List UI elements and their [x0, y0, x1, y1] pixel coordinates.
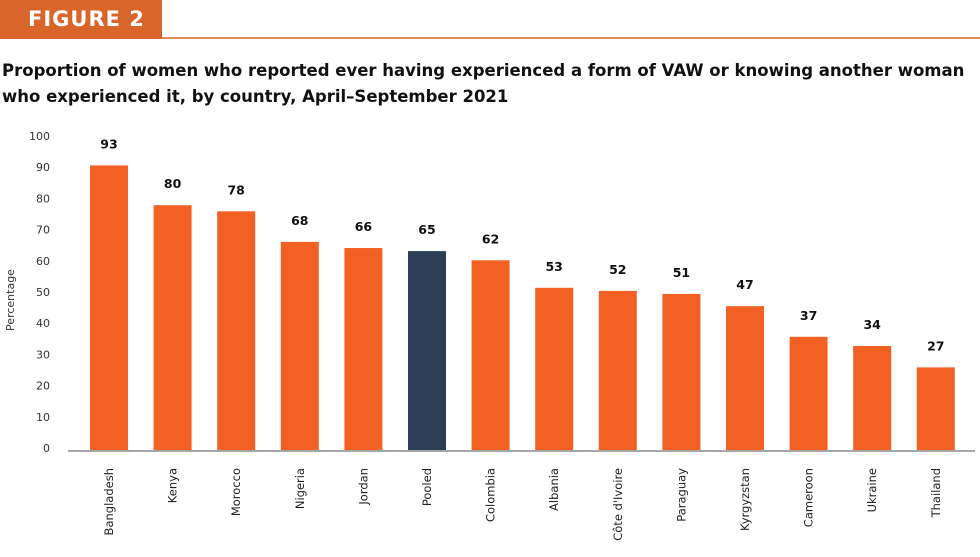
y-tick-label: 0 [43, 442, 50, 455]
bar-cameroon [789, 336, 828, 450]
y-tick-label: 70 [36, 224, 50, 237]
bar-jordan [344, 248, 383, 450]
data-label: 52 [609, 262, 626, 277]
bar-ukraine [853, 345, 892, 450]
y-tick-label: 60 [36, 255, 50, 268]
data-label: 53 [545, 259, 562, 274]
header-rule [162, 37, 980, 39]
data-label: 80 [164, 176, 182, 191]
y-tick-label: 40 [36, 317, 50, 330]
data-label: 78 [227, 182, 244, 197]
x-tick-label: Bangladesh [102, 468, 116, 535]
data-label: 47 [736, 277, 753, 292]
chart-title: Proportion of women who reported ever ha… [2, 61, 965, 106]
bar-nigeria [280, 241, 319, 450]
data-label: 37 [800, 308, 817, 323]
y-tick-label: 100 [29, 130, 50, 143]
x-tick-label: Kyrgyzstan [738, 468, 752, 531]
x-tick-label: Kenya [166, 468, 180, 503]
bar-paraguay [662, 293, 701, 450]
bar-kyrgyzstan [726, 306, 764, 450]
y-tick-label: 20 [36, 380, 50, 393]
data-label: 93 [100, 136, 117, 151]
x-tick-label: Nigeria [293, 468, 307, 509]
x-tick-label: Morocco [229, 468, 243, 516]
data-label: 62 [482, 231, 499, 246]
data-label: 68 [291, 213, 308, 228]
bar-c-te-d-ivoire [598, 290, 637, 450]
x-tick-label: Ukraine [865, 468, 879, 512]
y-tick-label: 10 [36, 411, 50, 424]
data-label: 66 [355, 219, 373, 234]
bar-bangladesh [90, 165, 128, 451]
x-tick-label: Jordan [356, 468, 370, 506]
x-tick-label: Paraguay [674, 468, 688, 522]
y-tick-label: 90 [36, 161, 50, 174]
data-label: 27 [927, 338, 944, 353]
x-tick-label: Colombia [484, 468, 498, 522]
bar-kenya [153, 205, 192, 450]
figure-label: FIGURE 2 [0, 0, 162, 39]
bar-morocco [217, 211, 256, 450]
x-tick-label: Côte d'Ivoire [611, 468, 625, 541]
x-tick-label: Albania [547, 468, 561, 511]
data-label: 34 [863, 317, 881, 332]
y-tick-label: 50 [36, 286, 50, 299]
y-tick-label: 80 [36, 192, 50, 205]
bar-colombia [471, 260, 510, 450]
data-label: 65 [418, 222, 435, 237]
y-tick-label: 30 [36, 348, 50, 361]
x-tick-label: Cameroon [802, 468, 816, 527]
y-axis-label: Percentage [4, 269, 17, 331]
bar-albania [535, 287, 574, 450]
x-tick-label: Pooled [420, 468, 434, 506]
bar-pooled [408, 251, 446, 450]
bar-thailand [916, 367, 955, 450]
data-label: 51 [673, 265, 690, 280]
x-tick-label: Thailand [929, 468, 943, 518]
